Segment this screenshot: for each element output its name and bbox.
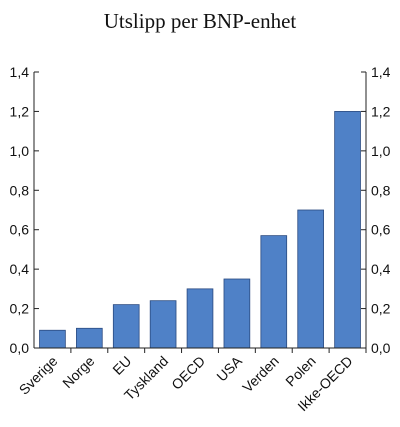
category-label: OECD [168, 353, 208, 393]
right-y-tick-label: 1,4 [371, 64, 391, 80]
category-label: Norge [59, 353, 97, 391]
category-label: EU [109, 353, 134, 378]
bar-oecd [186, 288, 214, 349]
bar-polen [297, 209, 324, 349]
left-y-tick-label: 0,6 [10, 222, 30, 238]
bar-norge [76, 327, 103, 349]
right-y-tick-label: 0,8 [371, 182, 391, 198]
right-y-tick-label: 0,2 [371, 301, 391, 317]
left-y-tick-label: 0,2 [10, 301, 30, 317]
left-y-tick-label: 1,0 [10, 143, 30, 159]
left-y-tick-label: 0,4 [10, 261, 30, 277]
right-y-tick-label: 0,4 [371, 261, 391, 277]
category-label: Sverige [16, 353, 61, 398]
chart-title: Utslipp per BNP-enhet [104, 9, 297, 33]
left-y-tick-label: 0,0 [10, 340, 30, 356]
category-label: USA [213, 352, 245, 384]
right-y-axis: 0,0 0,2 0,4 0,6 0,8 1,0 1,2 1,4 [361, 64, 391, 356]
bar-sverige [39, 329, 66, 349]
right-y-tick-label: 1,0 [371, 143, 391, 159]
left-y-tick-label: 0,8 [10, 182, 30, 198]
bar-verden [260, 235, 288, 349]
left-y-axis: 0,0 0,2 0,4 0,6 0,8 1,0 1,2 1,4 [10, 64, 39, 356]
left-y-tick-label: 1,2 [10, 103, 30, 119]
left-y-tick-label: 1,4 [10, 64, 30, 80]
right-y-tick-label: 1,2 [371, 103, 391, 119]
axis-frame [33, 72, 367, 349]
bars [39, 111, 361, 349]
category-label: Verden [239, 353, 282, 396]
bar-ikke-oecd [334, 111, 361, 349]
right-y-tick-label: 0,6 [371, 222, 391, 238]
right-y-tick-label: 0,0 [371, 340, 391, 356]
bar-eu [112, 304, 140, 349]
bar-usa [223, 278, 251, 349]
bar-tyskland [149, 300, 177, 349]
